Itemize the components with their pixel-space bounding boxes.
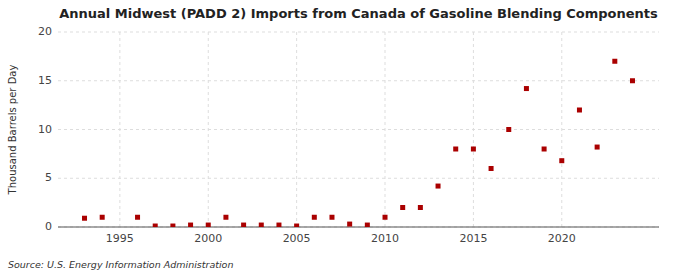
title: Annual Midwest (PADD 2) Imports from Can…	[59, 6, 658, 21]
chart: 0 5 10 15 20 1995 2000 2005 2010 2015 2020 Annual M…	[0, 0, 675, 275]
x-grid-line	[473, 32, 474, 227]
x-grid-line	[385, 32, 386, 227]
point	[329, 215, 334, 220]
x-tick-label: 2000	[194, 232, 222, 245]
x-tick-label: 1995	[106, 232, 134, 245]
tick-labels: 0 5 10 15 20 1995 2000 2005 2010 2015 2020	[38, 25, 576, 245]
point	[471, 147, 476, 152]
source-note: Source: U.S. Energy Information Administ…	[8, 259, 233, 270]
point	[524, 86, 529, 91]
y-axis-label: Thousand Barrels per Day	[7, 65, 18, 196]
point	[612, 59, 617, 64]
point	[206, 223, 211, 227]
point	[153, 224, 158, 227]
x-axis-line	[58, 227, 659, 228]
y-tick-label: 20	[38, 25, 52, 38]
point	[383, 215, 388, 220]
point	[489, 166, 494, 171]
x-tick-label: 2015	[459, 232, 487, 245]
point	[259, 223, 264, 227]
point	[365, 223, 370, 227]
y-grid-line	[58, 178, 659, 179]
x-tick-label: 2010	[371, 232, 399, 245]
y-grid-line	[58, 129, 659, 130]
x-tick-label: 2020	[548, 232, 576, 245]
point	[100, 215, 105, 220]
point	[170, 224, 175, 227]
point	[400, 205, 405, 210]
x-grid-line	[296, 32, 297, 227]
point	[312, 215, 317, 220]
x-grid-line	[119, 32, 120, 227]
point	[241, 223, 246, 227]
points	[82, 59, 635, 227]
point	[542, 147, 547, 152]
point	[82, 216, 87, 221]
point	[506, 127, 511, 132]
point	[294, 224, 299, 227]
y-tick-label: 0	[45, 220, 52, 233]
x-grid-line	[208, 32, 209, 227]
y-tick-label: 10	[38, 123, 52, 136]
point	[595, 145, 600, 150]
y-grid-line	[58, 80, 659, 81]
point	[630, 78, 635, 83]
point	[418, 205, 423, 210]
point	[436, 184, 441, 189]
x-tick-label: 2005	[283, 232, 311, 245]
point	[577, 108, 582, 113]
y-tick-label: 5	[45, 171, 52, 184]
point	[276, 223, 281, 227]
y-tick-label: 15	[38, 74, 52, 87]
point	[347, 222, 352, 227]
y-grid-line	[58, 227, 659, 228]
point	[188, 223, 193, 227]
point	[453, 147, 458, 152]
grid	[58, 32, 659, 227]
point	[559, 158, 564, 163]
y-grid-line	[58, 32, 659, 33]
point	[223, 215, 228, 220]
point	[135, 215, 140, 220]
x-grid-line	[561, 32, 562, 227]
